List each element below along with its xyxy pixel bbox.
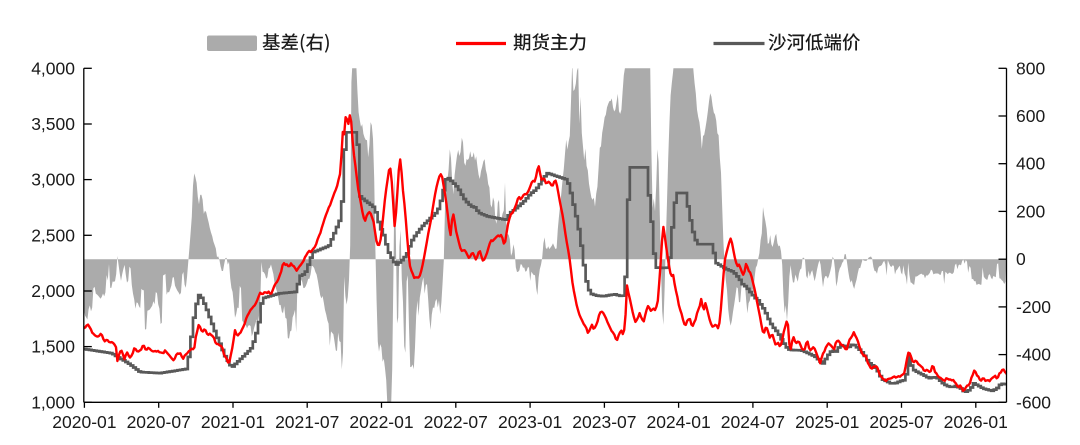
svg-text:1,000: 1,000 (31, 392, 75, 412)
svg-text:2025-07: 2025-07 (869, 412, 933, 432)
svg-text:2020-01: 2020-01 (52, 412, 116, 432)
svg-text:2026-01: 2026-01 (944, 412, 1008, 432)
svg-text:2024-01: 2024-01 (646, 412, 710, 432)
svg-text:2021-01: 2021-01 (201, 412, 265, 432)
svg-text:2,500: 2,500 (31, 225, 75, 245)
svg-text:2020-07: 2020-07 (127, 412, 191, 432)
svg-text:3,000: 3,000 (31, 170, 75, 190)
svg-text:3,500: 3,500 (31, 114, 75, 134)
svg-text:800: 800 (1016, 58, 1045, 78)
svg-text:600: 600 (1016, 106, 1045, 126)
svg-text:2023-07: 2023-07 (572, 412, 636, 432)
svg-text:2021-07: 2021-07 (275, 412, 339, 432)
svg-text:-600: -600 (1016, 392, 1051, 412)
svg-text:2,000: 2,000 (31, 281, 75, 301)
svg-text:0: 0 (1016, 249, 1026, 269)
svg-text:4,000: 4,000 (31, 58, 75, 78)
svg-text:2023-01: 2023-01 (498, 412, 562, 432)
svg-text:2024-07: 2024-07 (721, 412, 785, 432)
svg-text:-400: -400 (1016, 345, 1051, 365)
svg-text:400: 400 (1016, 154, 1045, 174)
svg-text:-200: -200 (1016, 297, 1051, 317)
svg-text:2025-01: 2025-01 (795, 412, 859, 432)
svg-text:200: 200 (1016, 201, 1045, 221)
svg-text:2022-01: 2022-01 (349, 412, 413, 432)
svg-text:1,500: 1,500 (31, 337, 75, 357)
svg-text:2022-07: 2022-07 (424, 412, 488, 432)
